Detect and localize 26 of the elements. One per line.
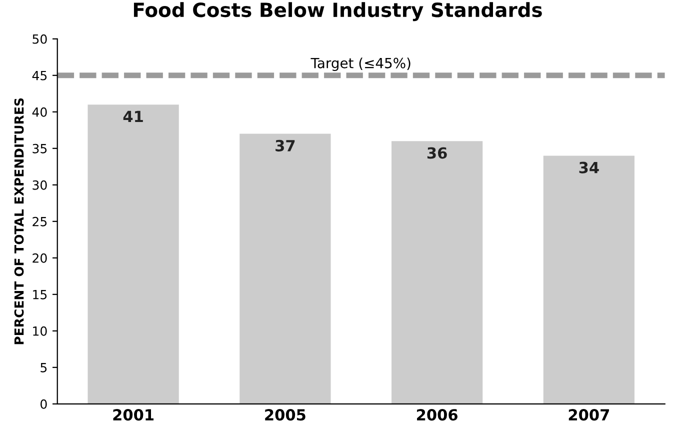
x-tick-label: 2005 <box>265 409 306 421</box>
y-tick-label: 15 <box>33 290 47 300</box>
y-tick-label: 10 <box>33 326 47 336</box>
bar <box>543 156 634 404</box>
y-tick-label: 35 <box>32 144 47 154</box>
bar <box>392 141 483 404</box>
y-tick-label: 25 <box>32 216 47 226</box>
y-tick-label: 5 <box>40 363 47 372</box>
y-tick-label: 50 <box>32 34 47 44</box>
x-tick-label: 2007 <box>568 409 609 421</box>
data-label: 41 <box>123 110 143 122</box>
chart-title: Food Costs Below Industry Standards <box>134 2 542 22</box>
y-tick-label: 0 <box>40 399 47 409</box>
data-label: 36 <box>427 147 447 159</box>
bar <box>88 104 179 404</box>
y-tick-label: 20 <box>32 253 47 263</box>
ref-line-label: Target (≤45%) <box>310 58 410 72</box>
data-label: 37 <box>276 140 295 152</box>
data-label: 34 <box>579 162 599 174</box>
y-tick-label: 40 <box>32 107 47 117</box>
bar <box>240 134 331 404</box>
x-tick-label: 2006 <box>417 409 458 421</box>
x-tick-label: 2001 <box>113 409 154 421</box>
y-axis-title: PERCENT OF TOTAL EXPENDITURES <box>14 98 24 344</box>
y-tick-label: 30 <box>32 180 47 190</box>
y-tick-label: 45 <box>32 71 47 80</box>
